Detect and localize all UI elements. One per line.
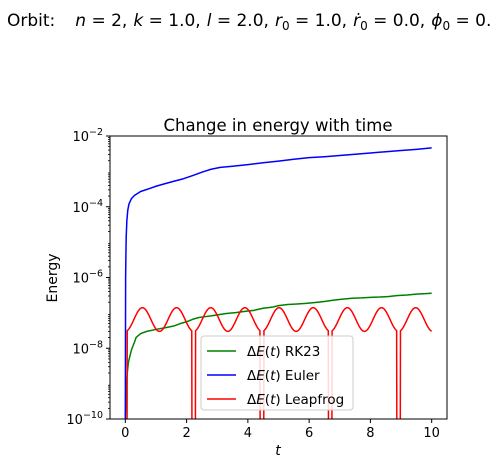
chart-title: Change in energy with time: [164, 116, 393, 135]
suptitle-param: n = 2,: [75, 11, 127, 31]
suptitle-param: k = 1.0,: [133, 11, 200, 31]
suptitle-param: ϕ0 = 0.0: [431, 11, 491, 33]
legend: ΔE(t) RK23 ΔE(t) Euler ΔE(t) Leapfrog: [200, 335, 354, 411]
figure-suptitle: Orbit: n = 2, k = 1.0, l = 2.0, r0 = 1.0, ṙ0…: [7, 11, 491, 33]
series-line: [126, 306, 433, 419]
x-tick-label: 6: [305, 426, 313, 441]
y-ticks: 10−10 10−8 10−6 10−4 10−2: [66, 127, 110, 428]
x-tick-label: 4: [244, 426, 252, 441]
y-tick-label: 10−2: [72, 127, 103, 145]
y-axis-label: Energy: [45, 253, 61, 302]
x-ticks: 0 2 4 6 8 10: [121, 419, 440, 441]
legend-label: ΔE(t) RK23: [247, 344, 320, 360]
y-tick-label: 10−8: [72, 339, 103, 357]
x-axis-label: t: [275, 443, 281, 459]
series-layer: [124, 147, 433, 419]
legend-label: ΔE(t) Euler: [247, 368, 320, 384]
x-tick-label: 0: [121, 426, 129, 441]
suptitle-prefix: Orbit:: [7, 11, 55, 31]
series-line: [124, 147, 432, 419]
y-tick-label: 10−6: [72, 269, 103, 287]
suptitle-param: l = 2.0,: [207, 11, 269, 31]
suptitle-param: r0 = 1.0,: [275, 11, 347, 33]
x-tick-label: 8: [366, 426, 374, 441]
x-tick-label: 2: [182, 426, 190, 441]
y-tick-label: 10−10: [66, 410, 103, 428]
y-tick-label: 10−4: [72, 198, 103, 216]
suptitle-param: ṙ0 = 0.0,: [353, 11, 425, 33]
x-tick-label: 10: [423, 426, 440, 441]
legend-box: [200, 335, 354, 411]
legend-label: ΔE(t) Leapfrog: [247, 392, 344, 408]
